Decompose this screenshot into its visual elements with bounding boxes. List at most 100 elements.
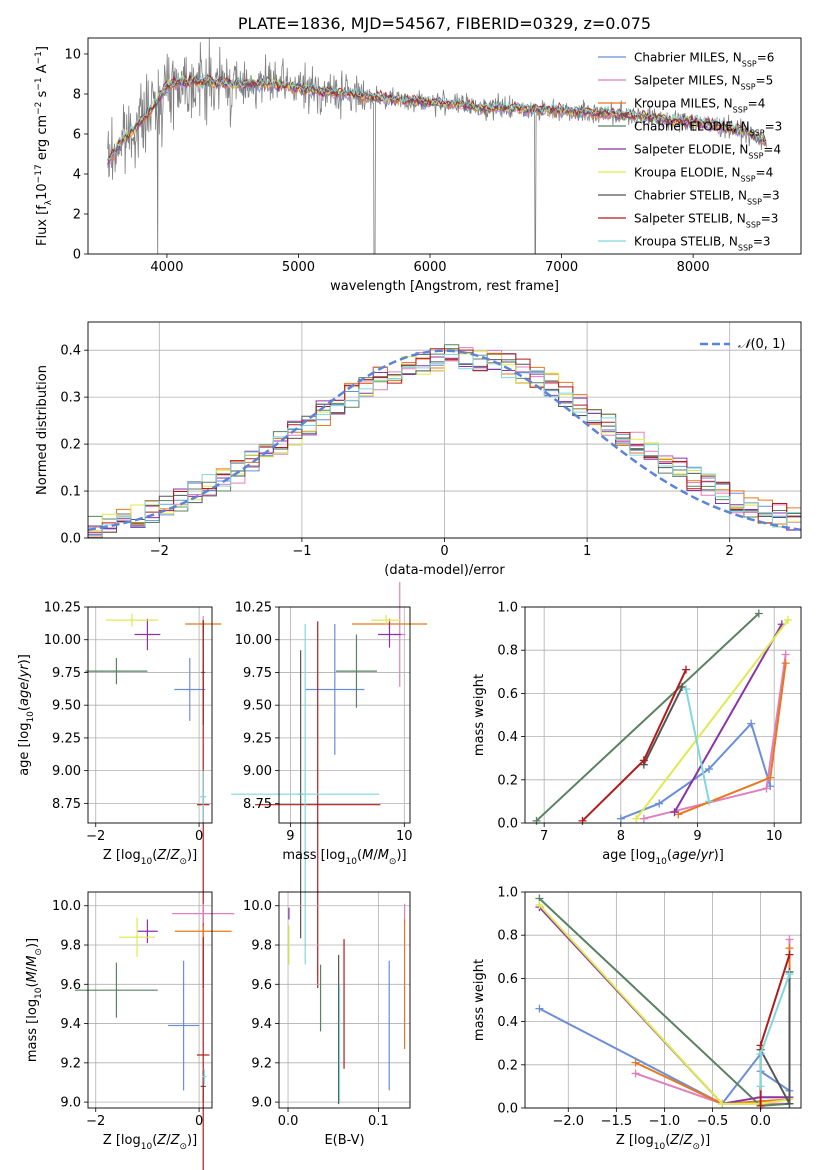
weight-marker <box>781 659 790 668</box>
panel-mass-weight-vs-Z: −2.0 −1.5 −1.0 −0.5 0.0 0.0 0.2 0.4 0.6 0.8 1.0 Z [… <box>472 886 802 1152</box>
weight-marker <box>762 784 771 793</box>
y-tick-label: 0 <box>73 248 81 263</box>
y-tick-label: 0.8 <box>497 929 518 944</box>
x-tick-label: −2 <box>86 829 105 844</box>
weight-line <box>677 663 787 816</box>
weight-marker <box>682 685 690 694</box>
y-tick-label: 4 <box>73 168 81 183</box>
x-tick-label: −2.0 <box>552 1114 584 1129</box>
plot-area-mass-vs-Z <box>75 903 235 1170</box>
y-tick-label: 0.6 <box>497 687 518 702</box>
x-axis-label: age [log10(age/yr)] <box>602 848 724 867</box>
weight-marker <box>670 808 679 817</box>
errorbar-point <box>255 621 381 988</box>
y-tick-label: 1.0 <box>497 886 518 901</box>
x-axis-label: E(B-V) <box>324 1133 364 1148</box>
y-tick-label: 10.0 <box>243 899 272 914</box>
y-tick-label: 8 <box>73 88 81 103</box>
weight-marker <box>718 1099 727 1108</box>
x-tick-label: −1 <box>292 544 311 559</box>
weight-line <box>642 686 684 766</box>
errorbar-point <box>174 658 206 721</box>
y-tick-label: 2 <box>73 208 81 223</box>
weight-line <box>535 612 760 822</box>
y-tick-label: 10.25 <box>44 601 81 616</box>
weight-marker <box>632 814 641 823</box>
y-tick-label: 9.50 <box>243 699 272 714</box>
legend-label: Chabrier ELODIE, NSSP=3 <box>634 120 782 138</box>
weight-marker <box>785 970 794 979</box>
errorbar-point <box>134 618 161 651</box>
weight-marker <box>785 1099 794 1108</box>
errorbar-point <box>119 917 156 957</box>
y-tick-label: 6 <box>73 128 81 143</box>
y-axis-label: Normed distribution <box>35 365 50 495</box>
y-tick-label: 0.0 <box>60 532 81 547</box>
y-tick-label: 9.75 <box>52 666 81 681</box>
y-tick-label: 0.2 <box>497 773 518 788</box>
x-tick-label: 1 <box>583 544 591 559</box>
y-tick-label: 0.2 <box>60 438 81 453</box>
weight-marker <box>639 756 648 765</box>
weight-line <box>538 904 790 1105</box>
panel-mass-vs-EBV: 0.0 0.1 9.0 9.2 9.4 9.6 9.8 10.0 E(B-V) <box>243 891 411 1148</box>
y-tick-label: 0.1 <box>60 485 81 500</box>
y-tick-label: 0.6 <box>497 972 518 987</box>
errorbar-point <box>335 634 377 708</box>
plot-area-mass-weight-vs-Z <box>535 894 794 1110</box>
y-tick-label: 0.0 <box>497 1102 518 1117</box>
x-axis-label: Z [log10(Z/Z⊙)] <box>103 848 197 867</box>
panel-mass-vs-Z: −2 0 9.0 9.2 9.4 9.6 9.8 10.0 Z [log10(Z/Z⊙)] mas… <box>25 891 235 1170</box>
y-tick-label: 9.25 <box>52 731 81 746</box>
weight-marker <box>535 1004 544 1013</box>
errorbar-point <box>75 962 158 1018</box>
legend-label: Salpeter MILES, NSSP=5 <box>634 74 773 92</box>
y-tick-label: 9.0 <box>60 1096 81 1111</box>
panel-spectrum: 4000 5000 6000 7000 8000 0 2 4 6 8 10 wavelength [A… <box>34 37 802 294</box>
x-tick-label: 7 <box>540 829 548 844</box>
weight-marker <box>756 1050 765 1058</box>
errorbar-point <box>231 624 380 965</box>
y-axis-label: age [log10(age/yr)] <box>17 654 36 776</box>
x-tick-label: 0 <box>195 829 203 844</box>
panel-age-vs-Z: −2 0 8.75 9.00 9.25 9.50 9.75 10.00 10.25 Z [log1… <box>17 601 222 988</box>
legend-label: Kroupa MILES, NSSP=4 <box>634 97 765 115</box>
x-tick-label: 0.0 <box>278 1114 299 1129</box>
axes-frame <box>87 606 213 824</box>
errorbar-point <box>200 770 207 823</box>
x-tick-label: 6000 <box>413 260 446 275</box>
x-tick-label: −2 <box>86 1114 105 1129</box>
legend-label: Kroupa STELIB, NSSP=3 <box>634 235 771 253</box>
y-tick-label: 9.4 <box>251 1017 272 1032</box>
x-tick-label: 0.1 <box>368 1114 389 1129</box>
x-axis-label: (data-model)/error <box>384 563 505 578</box>
weight-line <box>685 688 710 802</box>
y-tick-label: 9.4 <box>60 1017 81 1032</box>
errorbar-point <box>202 1068 207 1085</box>
weight-marker <box>781 650 790 659</box>
weight-marker <box>639 814 648 823</box>
x-tick-label: 8 <box>617 829 625 844</box>
plot-area-age-vs-mass <box>231 582 428 988</box>
errorbar-point <box>197 937 210 1170</box>
y-tick-label: 10.0 <box>52 899 81 914</box>
weight-marker <box>682 665 690 674</box>
weight-marker <box>756 1082 765 1091</box>
x-tick-label: 2 <box>726 544 734 559</box>
x-tick-label: 0 <box>195 1114 203 1129</box>
x-tick-label: 9 <box>286 829 294 844</box>
errorbar-point <box>371 614 401 626</box>
x-tick-label: 4000 <box>150 260 183 275</box>
panel-residual-histogram: −2 −1 0 1 2 0.0 0.1 0.2 0.3 0.4 𝒩(0, 1) (data-model… <box>35 321 802 578</box>
y-tick-label: 0.0 <box>497 817 518 832</box>
legend-label: Chabrier STELIB, NSSP=3 <box>634 189 780 207</box>
panel-mass-weight-vs-age: 7 8 9 10 0.0 0.2 0.4 0.6 0.8 1.0 age [log10(age/yr… <box>472 601 802 867</box>
weight-line <box>673 623 783 813</box>
histogram-kroupa-stelib <box>88 353 801 536</box>
y-tick-label: 9.50 <box>52 699 81 714</box>
y-tick-label: 9.6 <box>60 978 81 993</box>
y-tick-label: 8.75 <box>243 797 272 812</box>
x-axis-label: wavelength [Angstrom, rest frame] <box>330 279 559 294</box>
y-tick-label: 9.75 <box>243 666 272 681</box>
axes-frame <box>278 606 411 824</box>
